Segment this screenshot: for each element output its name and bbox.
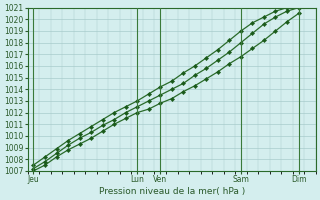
X-axis label: Pression niveau de la mer( hPa ): Pression niveau de la mer( hPa ) [99,187,245,196]
